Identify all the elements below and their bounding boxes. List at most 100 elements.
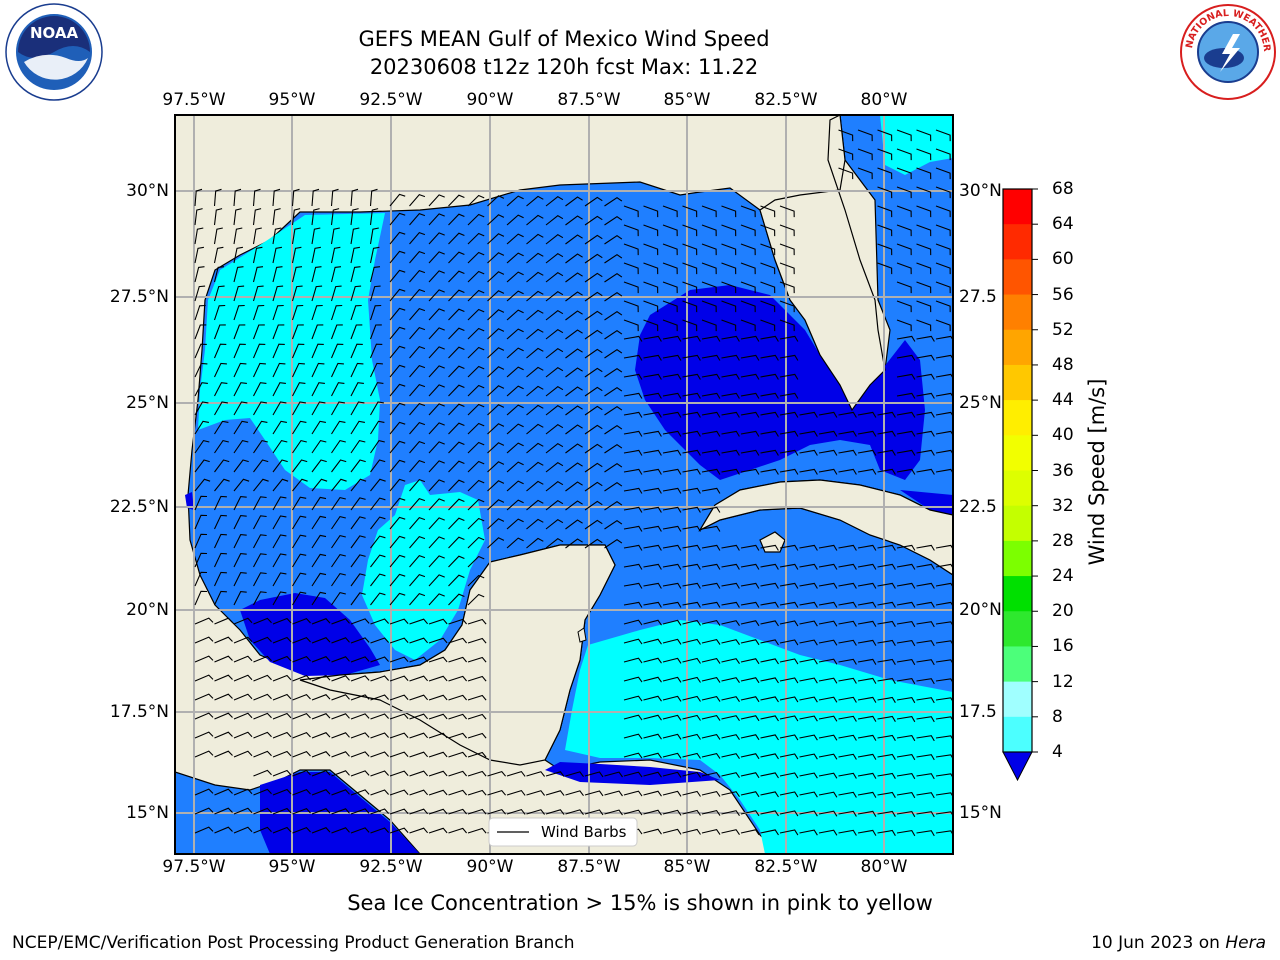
- wind-barb: [350, 208, 359, 226]
- wind-barb: [662, 638, 682, 645]
- wind-barb: [779, 468, 799, 475]
- wind-barb: [233, 750, 253, 758]
- wind-barb: [428, 618, 448, 625]
- wind-barb: [389, 383, 406, 397]
- wind-barb: [877, 658, 896, 665]
- wind-barb: [409, 326, 426, 340]
- wind-barb: [389, 554, 406, 568]
- wind-barb: [487, 442, 505, 454]
- wind-barb: [233, 478, 250, 492]
- wind-barb: [935, 300, 951, 313]
- wind-barb: [350, 382, 364, 397]
- wind-barb: [331, 401, 345, 416]
- wind-barb: [838, 544, 857, 551]
- wind-barb: [818, 791, 838, 798]
- wind-barb: [272, 515, 287, 530]
- wind-barb: [409, 516, 426, 530]
- wind-barb: [721, 430, 740, 437]
- wind-barb: [350, 694, 370, 701]
- wind-barb: [779, 262, 795, 275]
- wind-barb: [682, 300, 698, 313]
- wind-barb: [409, 618, 429, 625]
- wind-barb: [292, 712, 311, 720]
- wind-barb: [233, 227, 243, 245]
- wind-barb: [311, 637, 331, 644]
- wind-barb: [584, 196, 603, 207]
- wind-barb: [779, 544, 799, 551]
- wind-barb: [896, 772, 916, 780]
- wind-barb: [506, 808, 526, 815]
- wind-barb: [760, 601, 779, 608]
- wind-barb: [330, 188, 339, 207]
- wind-barb: [448, 656, 468, 663]
- wind-barb: [331, 459, 347, 473]
- wind-barb: [428, 637, 448, 644]
- wind-barb: [448, 422, 465, 435]
- lon-tick-top: 85°W: [663, 90, 711, 110]
- wind-barb: [721, 791, 740, 798]
- wind-barb: [272, 750, 292, 758]
- lon-tick-top: 80°W: [860, 90, 908, 110]
- wind-barb: [760, 563, 779, 570]
- wind-barb: [779, 734, 799, 741]
- wind-barb: [740, 620, 760, 627]
- wind-barb: [682, 601, 701, 608]
- wind-barb: [389, 193, 406, 207]
- wind-barb: [291, 208, 301, 226]
- wind-barb: [194, 571, 208, 587]
- wind-barb: [350, 713, 370, 720]
- wind-barb: [292, 439, 307, 454]
- wind-barb: [194, 439, 210, 454]
- wind-barb: [779, 601, 799, 608]
- wind-barb: [760, 715, 779, 722]
- wind-barb: [428, 675, 448, 682]
- wind-barb: [682, 506, 701, 513]
- wind-barb: [896, 829, 916, 837]
- wind-barb: [662, 430, 682, 437]
- wind-barb: [311, 324, 324, 340]
- wind-barb: [311, 459, 327, 473]
- wind-barb: [311, 362, 325, 378]
- wind-barb: [740, 468, 760, 475]
- wind-barb: [389, 694, 409, 701]
- wind-barb: [701, 468, 721, 475]
- wind-barb: [935, 186, 951, 199]
- wind-barb: [896, 791, 916, 799]
- wind-barb: [682, 733, 701, 740]
- wind-barb: [233, 674, 253, 682]
- wind-barb: [409, 770, 429, 777]
- wind-barb: [214, 617, 233, 625]
- wind-barb: [896, 677, 916, 685]
- wind-barb: [331, 362, 344, 378]
- wind-barb: [896, 658, 916, 666]
- wind-barb: [877, 563, 896, 570]
- colorbar-segment: [1003, 189, 1032, 225]
- wind-barb: [643, 695, 662, 702]
- wind-barb: [896, 430, 916, 437]
- wind-barb: [233, 362, 247, 378]
- wind-barb: [350, 497, 366, 511]
- wind-barb: [779, 810, 799, 817]
- wind-barb: [253, 515, 267, 530]
- wind-barb: [740, 300, 756, 313]
- wind-barb: [272, 362, 286, 378]
- wind-barb: [194, 266, 205, 283]
- wind-barb: [779, 335, 799, 342]
- wind-barb: [350, 304, 362, 321]
- colorbar-segment: [1003, 435, 1032, 471]
- wind-barb: [233, 459, 249, 473]
- wind-barb: [370, 439, 385, 454]
- wind-barb: [350, 827, 370, 834]
- wind-barb: [916, 678, 935, 685]
- wind-barb: [370, 573, 386, 587]
- wind-barb: [272, 304, 284, 321]
- wind-barb: [838, 791, 857, 798]
- wind-barb: [565, 348, 583, 359]
- wind-barb: [545, 443, 564, 454]
- wind-barb: [331, 382, 345, 397]
- wind-barb: [292, 572, 307, 587]
- wind-barb: [643, 582, 662, 589]
- wind-barb: [272, 534, 287, 549]
- wind-barb: [350, 401, 365, 416]
- wind-barb: [467, 460, 485, 473]
